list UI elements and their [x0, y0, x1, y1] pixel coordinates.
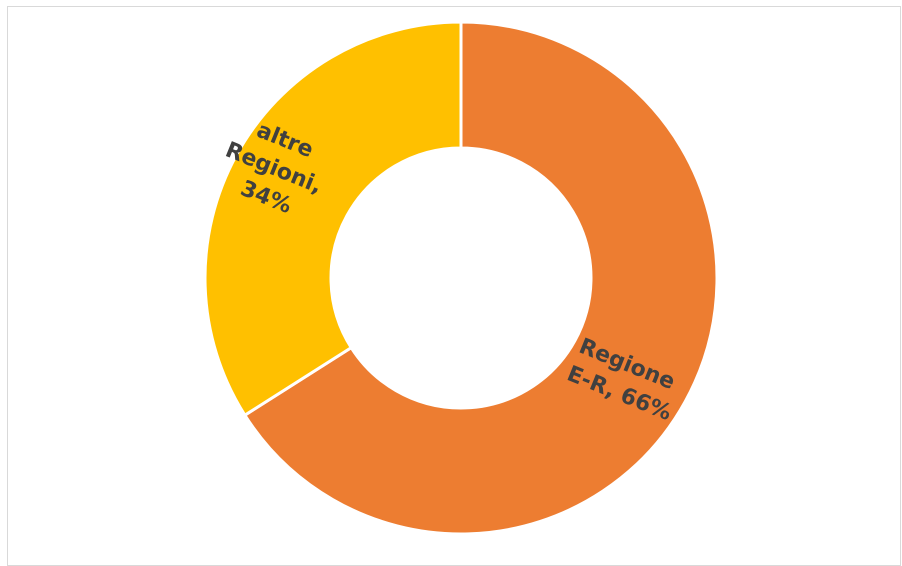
donut-slice-1	[203, 20, 463, 418]
donut-slice-0	[242, 20, 719, 536]
donut-chart: Regione E-R, 66% altre Regioni, 34%	[203, 20, 719, 536]
slices-layer	[203, 20, 719, 536]
